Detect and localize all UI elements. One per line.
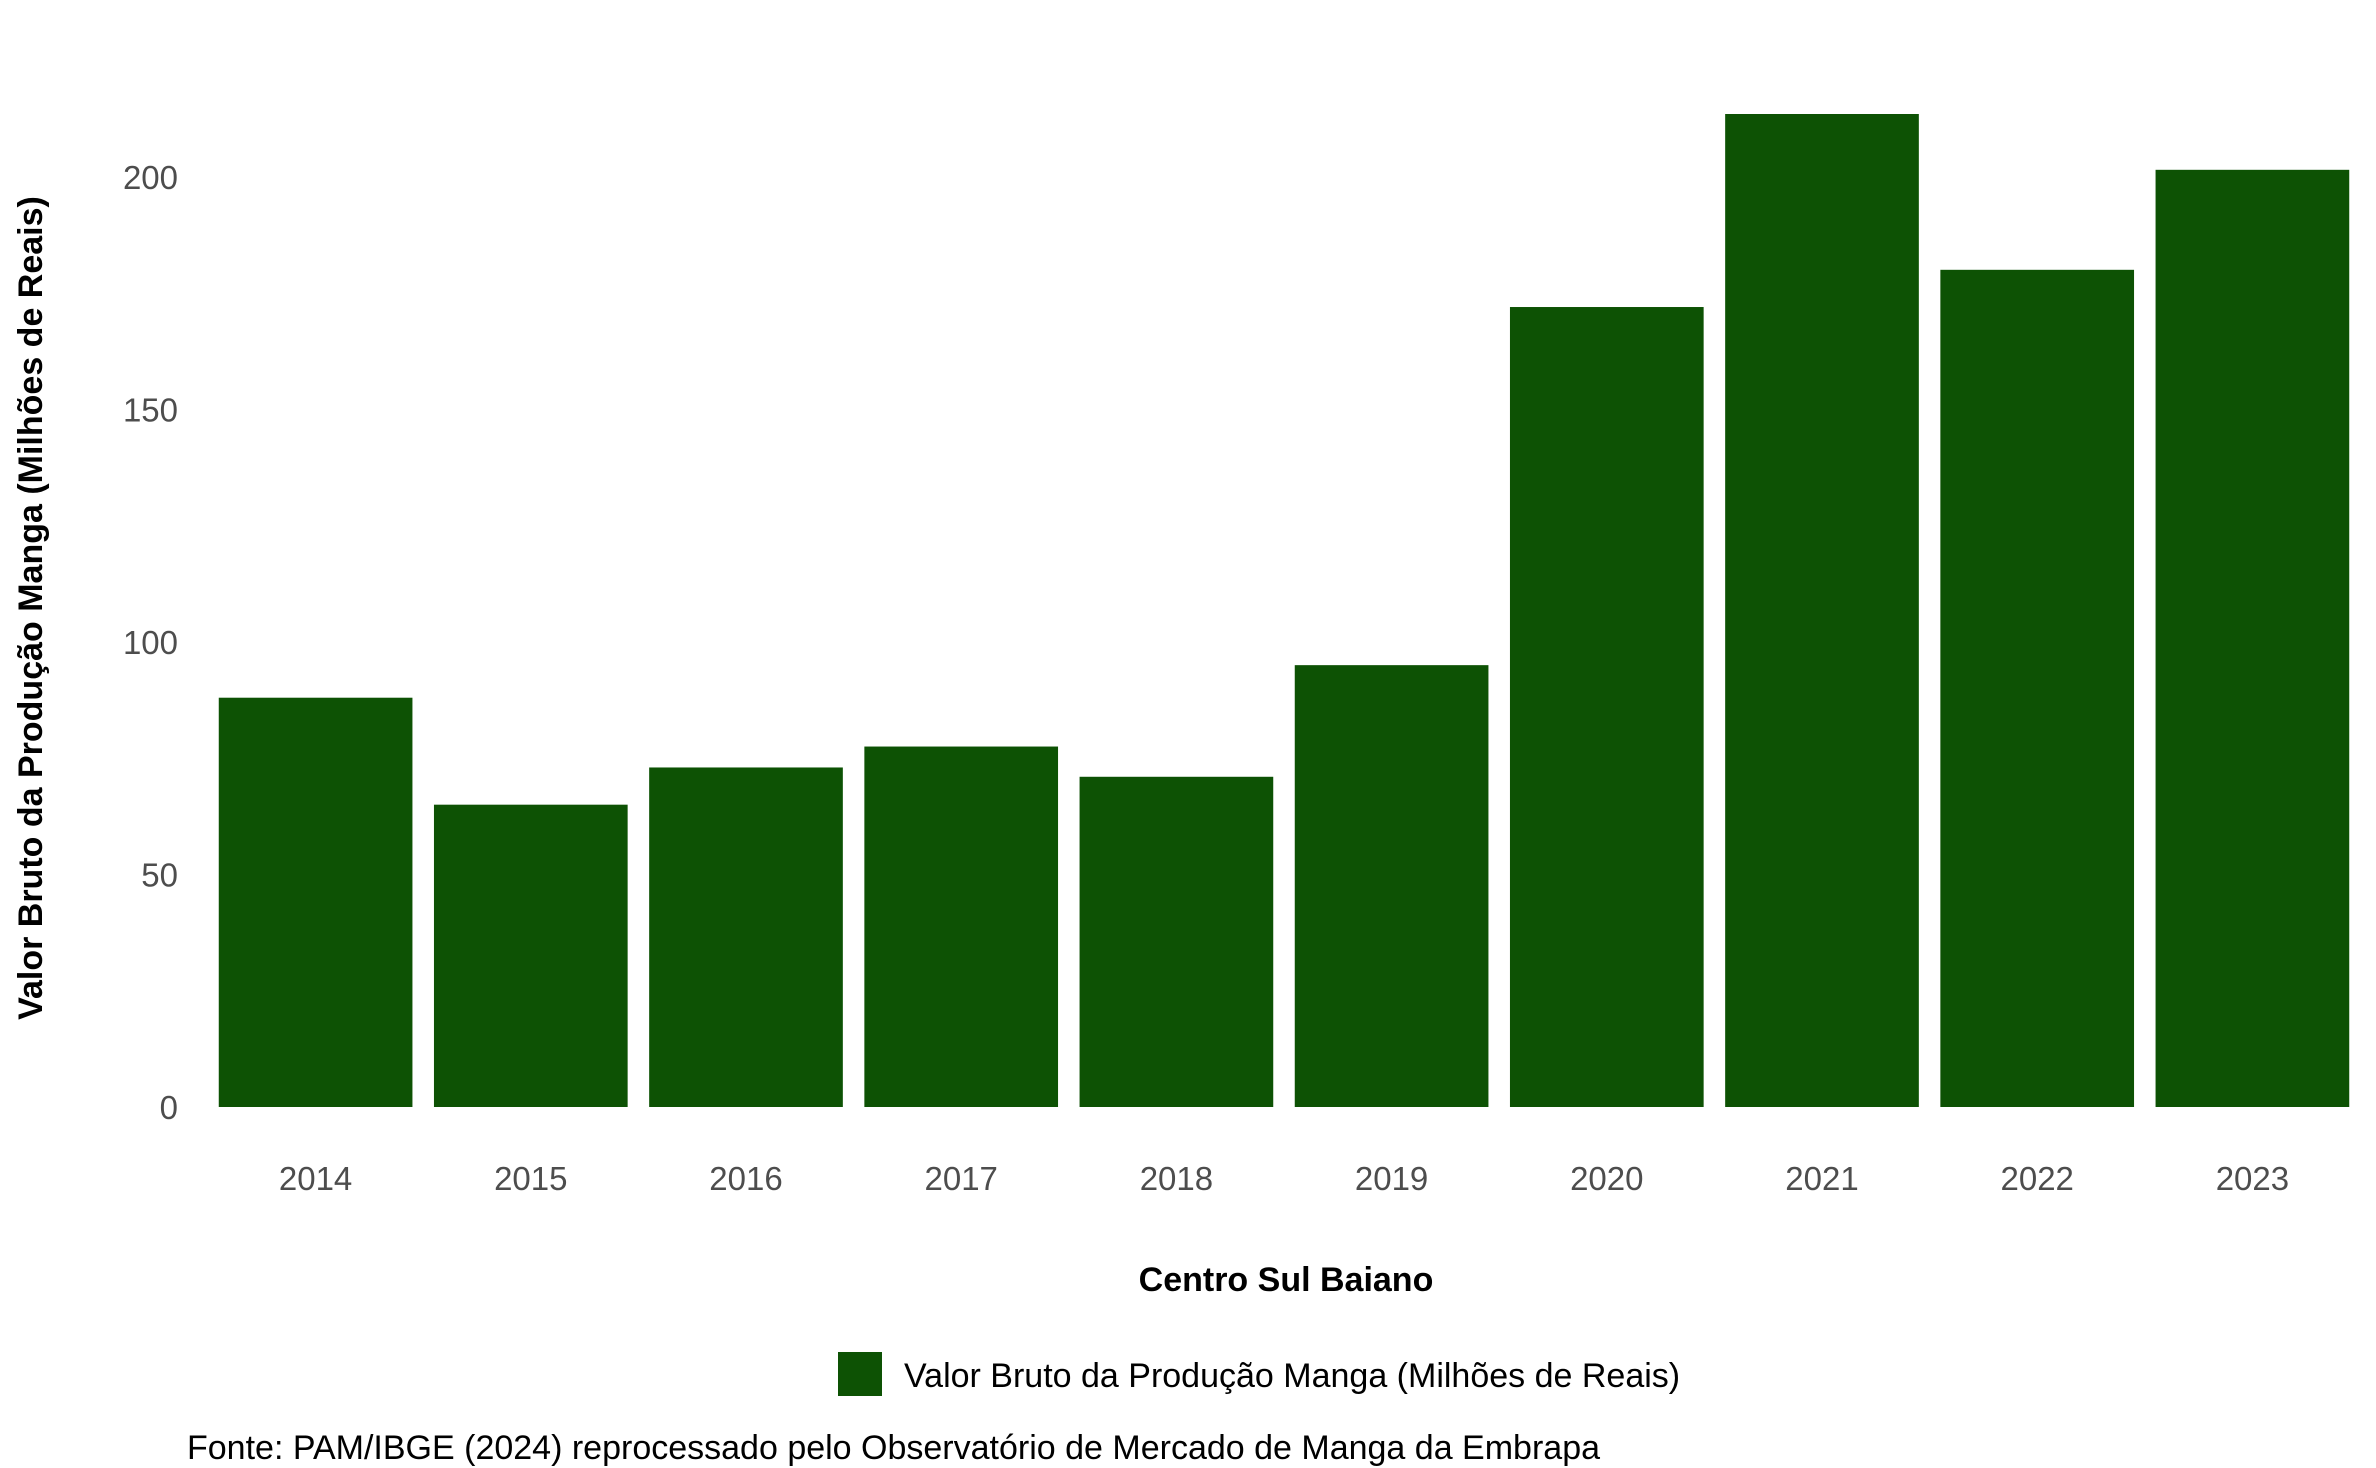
y-tick-label: 0 (160, 1089, 178, 1126)
x-tick-label: 2017 (924, 1160, 997, 1197)
bars (218, 114, 2350, 1107)
bar-2017 (864, 746, 1059, 1107)
bar-2023 (2155, 169, 2350, 1107)
bar-2019 (1294, 665, 1489, 1107)
x-tick-label: 2018 (1140, 1160, 1213, 1197)
bar-2015 (433, 804, 628, 1107)
bar-2018 (1079, 776, 1274, 1107)
x-tick-label: 2016 (709, 1160, 782, 1197)
x-tick-label: 2021 (1785, 1160, 1858, 1197)
bar-2016 (649, 767, 843, 1107)
y-axis-title: Valor Bruto da Produção Manga (Milhões d… (12, 196, 50, 1020)
y-tick-label: 200 (123, 159, 178, 196)
legend-swatch (838, 1352, 882, 1396)
x-axis-ticks: 2014 2015 2016 2017 2018 2019 2020 2021 2022 2023 (279, 1160, 2289, 1197)
bar-2014 (218, 697, 413, 1107)
source-caption: Fonte: PAM/IBGE (2024) reprocessado pelo… (187, 1429, 1600, 1467)
y-tick-label: 100 (123, 624, 178, 661)
y-tick-label: 50 (141, 856, 178, 893)
x-tick-label: 2022 (2000, 1160, 2073, 1197)
x-axis-title: Centro Sul Baiano (1139, 1261, 1434, 1299)
bar-2020 (1509, 307, 1704, 1107)
x-tick-label: 2020 (1570, 1160, 1643, 1197)
legend-label: Valor Bruto da Produção Manga (Milhões d… (904, 1357, 1680, 1395)
x-tick-label: 2014 (279, 1160, 352, 1197)
y-tick-label: 150 (123, 391, 178, 428)
x-tick-label: 2019 (1355, 1160, 1428, 1197)
x-tick-label: 2015 (494, 1160, 567, 1197)
bar-2021 (1725, 114, 1919, 1107)
x-tick-label: 2023 (2216, 1160, 2289, 1197)
bar-2022 (1940, 269, 2135, 1107)
y-axis-ticks: 0 50 100 150 200 (123, 159, 178, 1126)
legend: Valor Bruto da Produção Manga (Milhões d… (838, 1352, 1680, 1396)
